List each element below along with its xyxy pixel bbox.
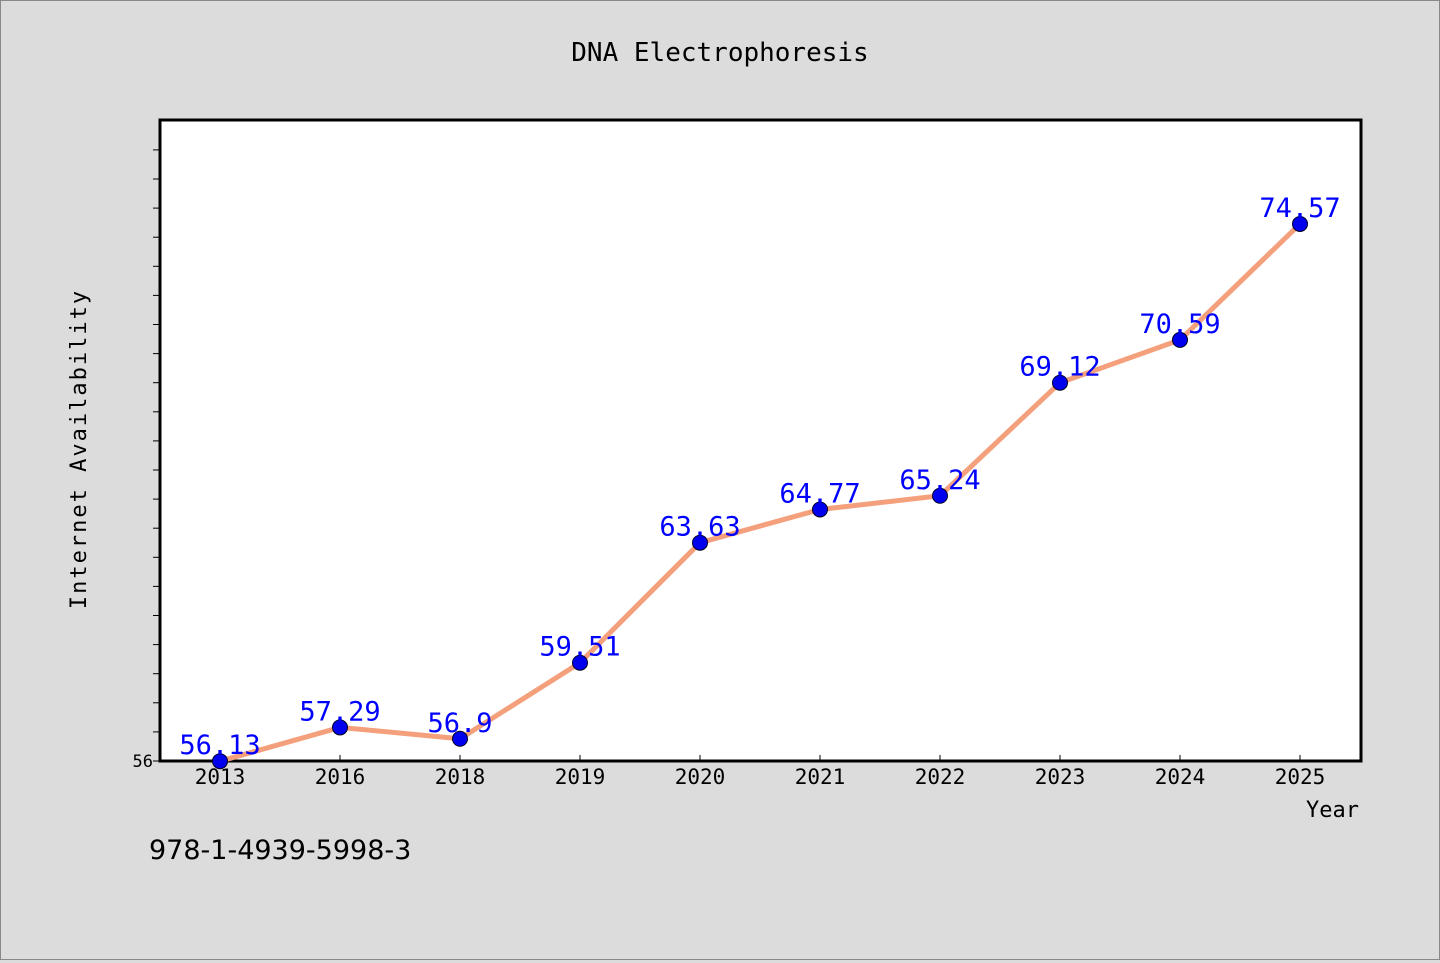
data-point [332, 719, 348, 736]
x-tick-label: 2025 [1275, 765, 1326, 789]
chart-title: DNA Electrophoresis [571, 38, 868, 68]
x-tick-label: 2020 [675, 765, 726, 789]
data-label: 69.12 [1019, 352, 1100, 383]
x-tick-label: 2022 [915, 765, 966, 789]
data-label: 59.51 [539, 632, 620, 663]
series-line [217, 221, 1303, 764]
y-tick-label: 56 [133, 752, 153, 772]
data-point [692, 534, 708, 551]
data-point [212, 753, 228, 770]
data-label: 56.13 [179, 730, 260, 761]
x-tick-label: 2023 [1035, 765, 1086, 789]
data-label: 65.24 [899, 465, 980, 496]
data-point [1172, 331, 1188, 348]
x-tick-label: 2019 [555, 765, 606, 789]
data-point [1052, 374, 1068, 391]
x-axis-label: Year [1306, 798, 1359, 823]
data-point [1292, 215, 1308, 232]
y-axis-label: Internet Availability [67, 289, 92, 609]
data-point [452, 730, 468, 747]
x-tick-label: 2016 [315, 765, 366, 789]
x-tick-label: 2021 [795, 765, 846, 789]
data-point [932, 487, 948, 504]
x-tick-label: 2018 [435, 765, 486, 789]
data-label: 56.9 [427, 708, 492, 739]
data-label: 64.77 [779, 478, 860, 509]
data-label: 70.59 [1139, 309, 1220, 340]
data-label: 63.63 [659, 512, 740, 543]
isbn-text: 978-1-4939-5998-3 [149, 835, 412, 866]
data-label: 57.29 [299, 696, 380, 727]
plot-area [158, 118, 1363, 763]
x-tick-label: 2024 [1155, 765, 1206, 789]
data-label: 74.57 [1259, 193, 1340, 224]
data-point [572, 654, 588, 671]
data-point [812, 501, 828, 518]
